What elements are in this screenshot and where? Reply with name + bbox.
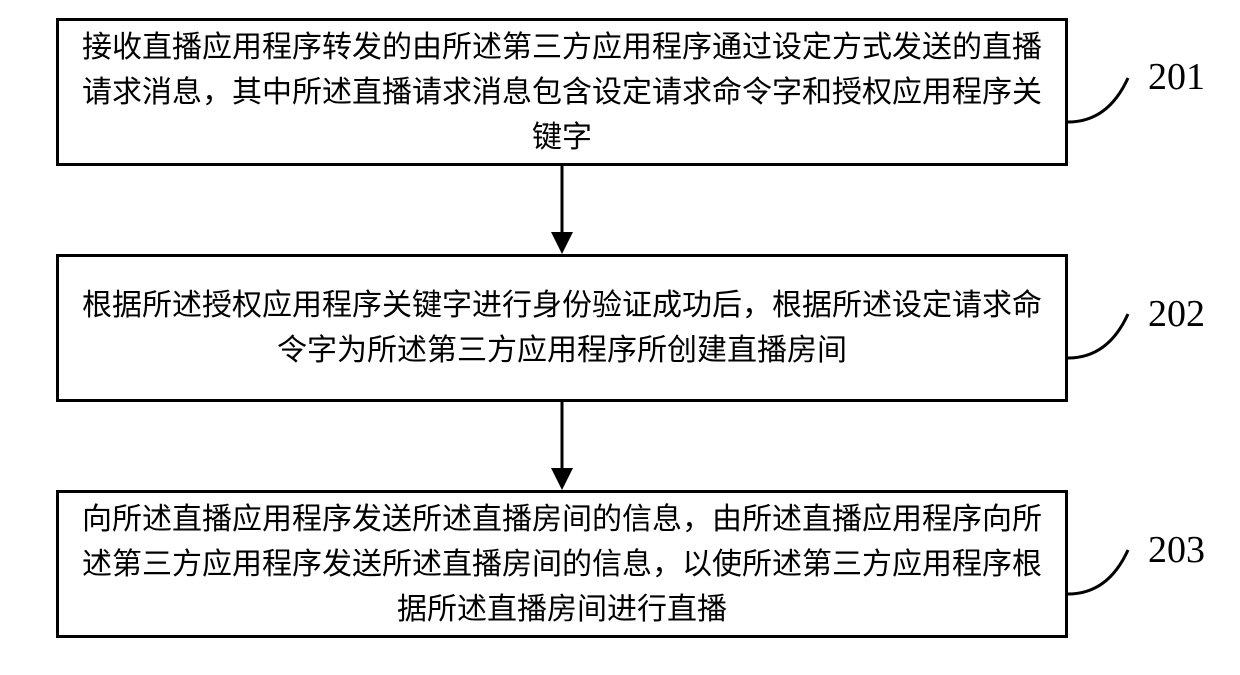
step-label-3: 203 bbox=[1148, 528, 1205, 572]
callout-2 bbox=[1068, 306, 1148, 366]
flow-step-2-text: 根据所述授权应用程序关键字进行身份验证成功后，根据所述设定请求命令字为所述第三方… bbox=[81, 283, 1043, 373]
step-label-1: 201 bbox=[1148, 55, 1205, 99]
flow-step-3-text: 向所述直播应用程序发送所述直播房间的信息，由所述直播应用程序向所述第三方应用程序… bbox=[81, 497, 1043, 632]
step-label-2: 202 bbox=[1148, 292, 1205, 336]
step-label-2-text: 202 bbox=[1148, 293, 1205, 335]
step-label-1-text: 201 bbox=[1148, 56, 1205, 98]
callout-1 bbox=[1068, 70, 1148, 130]
flow-step-1: 接收直播应用程序转发的由所述第三方应用程序通过设定方式发送的直播请求消息，其中所… bbox=[56, 18, 1068, 166]
callout-3 bbox=[1068, 542, 1148, 602]
arrow-1 bbox=[551, 166, 573, 254]
flow-step-1-text: 接收直播应用程序转发的由所述第三方应用程序通过设定方式发送的直播请求消息，其中所… bbox=[81, 25, 1043, 160]
flow-step-3: 向所述直播应用程序发送所述直播房间的信息，由所述直播应用程序向所述第三方应用程序… bbox=[56, 490, 1068, 638]
arrow-2 bbox=[551, 402, 573, 490]
flow-step-2: 根据所述授权应用程序关键字进行身份验证成功后，根据所述设定请求命令字为所述第三方… bbox=[56, 254, 1068, 402]
step-label-3-text: 203 bbox=[1148, 529, 1205, 571]
